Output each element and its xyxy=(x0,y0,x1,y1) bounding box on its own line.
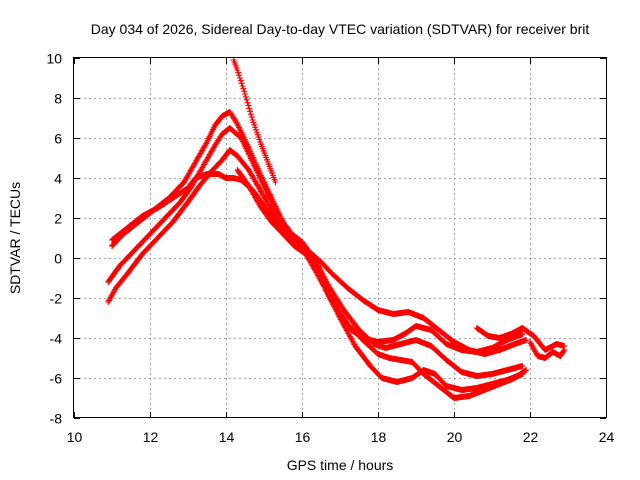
y-tick-label: 4 xyxy=(54,171,62,187)
x-tick-label: 24 xyxy=(599,429,615,445)
series-arc-6 xyxy=(234,167,526,355)
x-tick-label: 20 xyxy=(447,429,463,445)
series-arc-8 xyxy=(527,339,568,361)
y-tick-label: -2 xyxy=(50,291,63,307)
chart-title: Day 034 of 2026, Sidereal Day-to-day VTE… xyxy=(91,21,590,37)
y-tick-label: -8 xyxy=(50,411,63,427)
y-axis-title: SDTVAR / TECUs xyxy=(7,182,23,294)
x-tick-label: 10 xyxy=(67,429,83,445)
series-arc-5 xyxy=(230,57,279,185)
x-tick-label: 14 xyxy=(219,429,235,445)
data-point-markers xyxy=(234,167,526,355)
data-series xyxy=(105,57,568,401)
y-tick-label: 0 xyxy=(54,251,62,267)
y-tick-label: 8 xyxy=(54,91,62,107)
data-point-markers xyxy=(527,339,568,361)
x-axis-title: GPS time / hours xyxy=(287,457,394,473)
y-tick-label: 2 xyxy=(54,211,62,227)
x-tick-label: 16 xyxy=(295,429,311,445)
series-arc-7 xyxy=(473,325,568,353)
y-tick-label: -6 xyxy=(50,371,63,387)
x-tick-label: 18 xyxy=(371,429,387,445)
series-arc-1 xyxy=(105,147,530,401)
axis-ticks xyxy=(74,58,607,419)
y-tick-label: -4 xyxy=(50,331,63,347)
data-point-markers xyxy=(473,325,568,353)
data-point-markers xyxy=(105,147,530,401)
y-tick-label: 6 xyxy=(54,131,62,147)
grid-lines xyxy=(74,58,606,418)
x-tick-label: 22 xyxy=(523,429,539,445)
y-tick-label: 10 xyxy=(46,51,62,67)
x-tick-label: 12 xyxy=(143,429,159,445)
plot-frame xyxy=(73,57,607,418)
series-arc-3 xyxy=(109,109,526,379)
data-point-markers xyxy=(230,57,279,185)
data-point-markers xyxy=(109,109,526,379)
